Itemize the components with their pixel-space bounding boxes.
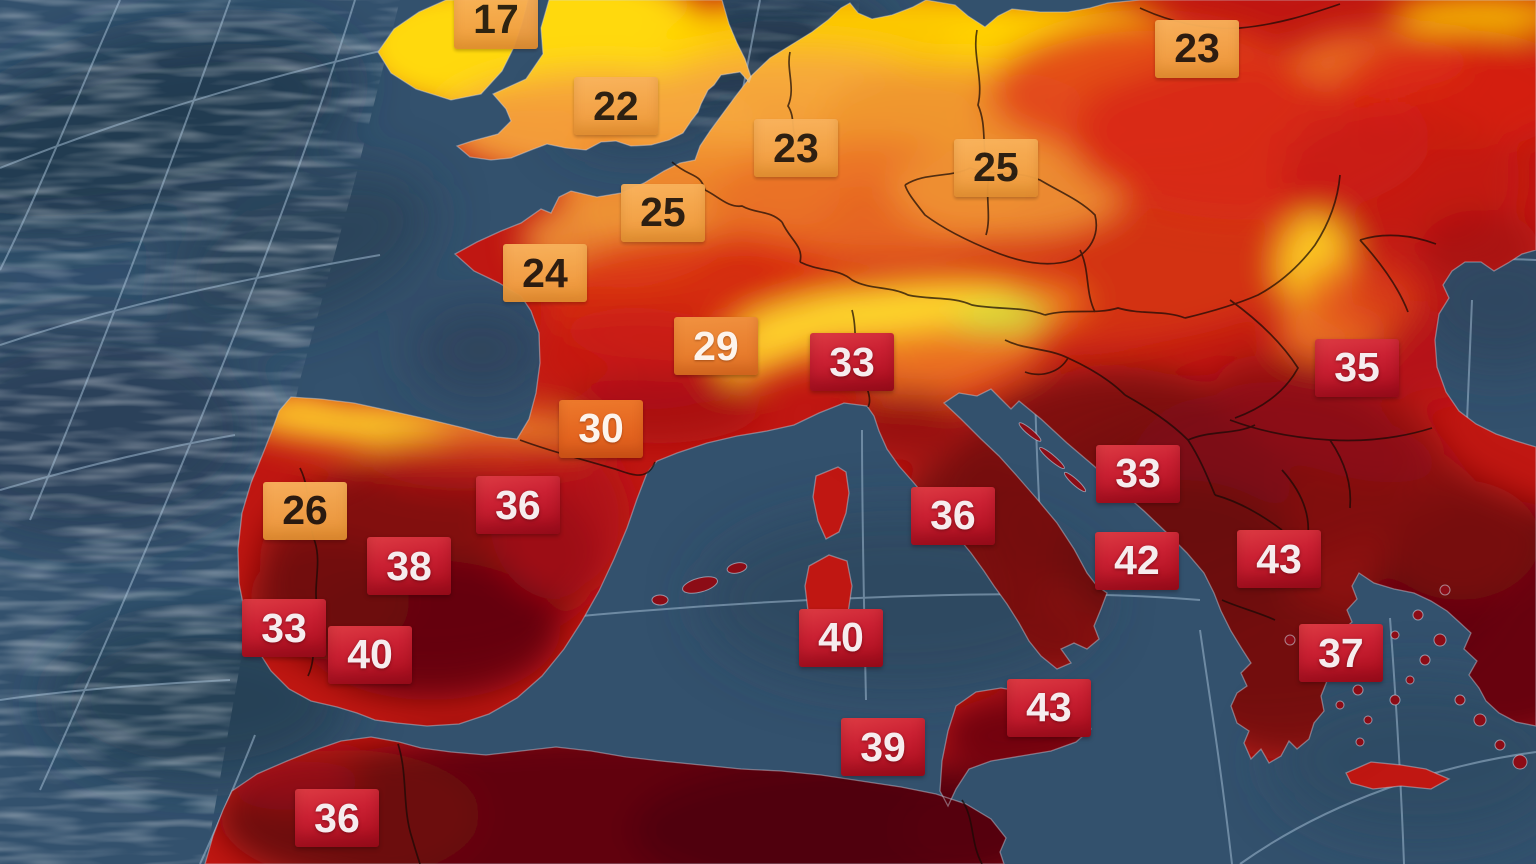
- temp-label-western-mediterranean: 40: [798, 608, 883, 667]
- temp-value: 40: [347, 631, 393, 678]
- temp-value: 33: [261, 604, 307, 651]
- temp-label-northwest-france: 24: [502, 244, 587, 303]
- temp-value: 23: [773, 124, 819, 171]
- temp-label-central-france: 29: [673, 317, 758, 376]
- temp-value: 36: [314, 794, 360, 841]
- temp-value: 37: [1318, 629, 1364, 676]
- temp-label-ireland: 17: [453, 0, 538, 49]
- temp-value: 30: [578, 405, 624, 452]
- temp-value: 25: [640, 189, 686, 236]
- temp-value: 38: [386, 542, 432, 589]
- temp-label-central-italy: 36: [910, 486, 995, 545]
- temp-label-portugal: 33: [242, 599, 326, 658]
- temp-label-southern-italy: 42: [1094, 531, 1179, 590]
- temp-label-romania: 35: [1315, 338, 1400, 397]
- temp-label-low-countries: 23: [753, 119, 838, 177]
- temp-value: 23: [1174, 25, 1220, 72]
- temp-label-northwest-iberia: 26: [263, 481, 348, 540]
- temp-value: 40: [818, 614, 864, 661]
- temp-label-czechia: 25: [953, 138, 1038, 197]
- temp-label-morocco: 36: [294, 789, 379, 848]
- temp-value: 33: [829, 338, 875, 385]
- temp-value: 39: [860, 723, 906, 770]
- temp-label-southern-spain: 40: [328, 625, 413, 684]
- temp-value: 43: [1026, 684, 1072, 731]
- temp-value: 22: [593, 82, 639, 129]
- temp-value: 24: [522, 249, 568, 296]
- temp-value: 35: [1334, 344, 1380, 391]
- temp-value: 36: [495, 481, 541, 528]
- temp-value: 29: [693, 322, 739, 369]
- small-islands: [651, 422, 1528, 770]
- temp-value: 17: [473, 0, 519, 43]
- temp-value: 25: [973, 144, 1019, 191]
- temp-label-sicily: 43: [1006, 678, 1091, 737]
- temp-value: 43: [1256, 535, 1302, 582]
- temp-label-aegean: 37: [1298, 624, 1383, 683]
- temp-label-northeast-spain: 36: [475, 476, 560, 534]
- temp-label-croatia: 33: [1096, 444, 1181, 503]
- temp-value: 26: [282, 487, 328, 534]
- temp-label-central-spain: 38: [367, 537, 452, 595]
- temp-label-northern-italy: 33: [810, 333, 895, 392]
- temp-value: 42: [1114, 537, 1160, 584]
- temp-label-baltic: 23: [1155, 19, 1239, 78]
- temp-label-southern-mediterranean: 39: [841, 718, 926, 776]
- temp-label-southern-france: 30: [559, 399, 644, 458]
- temp-label-northern-france: 25: [620, 183, 705, 242]
- temp-label-southern-england: 22: [573, 77, 658, 135]
- temp-value: 36: [930, 492, 976, 539]
- temp-value: 33: [1115, 450, 1161, 497]
- temp-label-western-balkans: 43: [1237, 530, 1322, 588]
